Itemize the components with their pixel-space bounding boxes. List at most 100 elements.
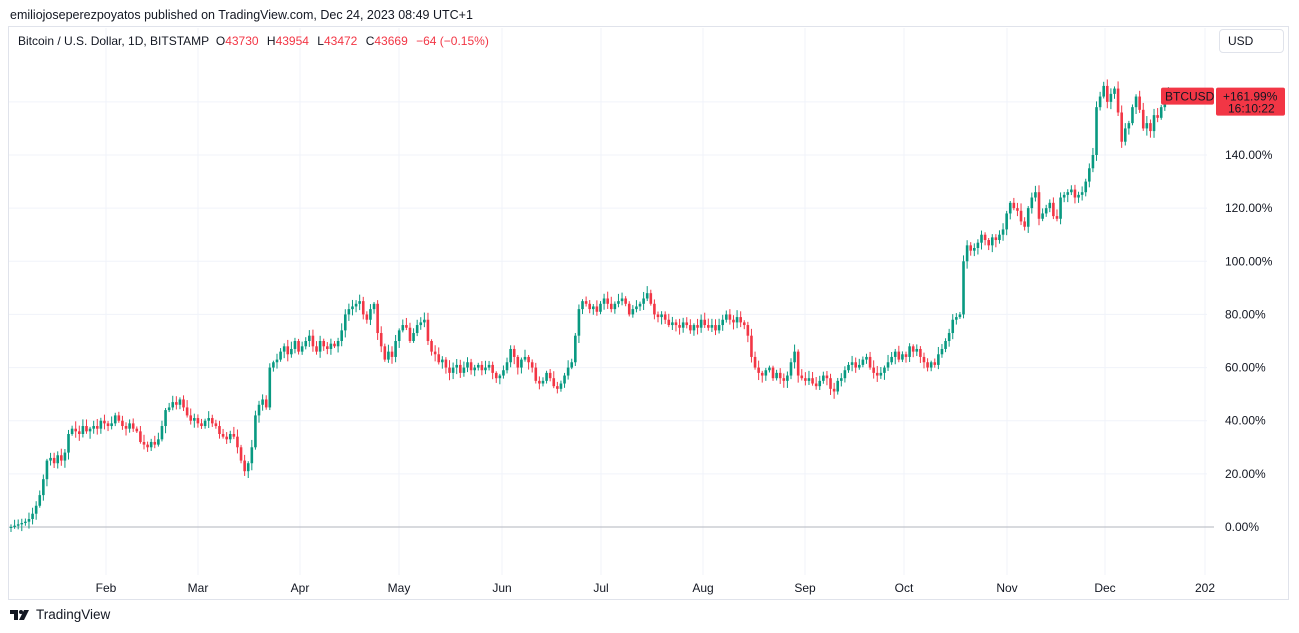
candle <box>520 357 523 374</box>
candle <box>110 416 113 430</box>
candle-body <box>387 351 390 360</box>
candle <box>469 358 473 375</box>
candle <box>915 344 919 357</box>
candle <box>527 354 530 370</box>
candle <box>1066 189 1070 203</box>
candle-body <box>99 420 103 429</box>
candle-body <box>210 418 214 424</box>
candle-body <box>724 314 728 320</box>
candle-body <box>638 303 642 307</box>
candle <box>732 315 735 330</box>
candle <box>714 319 717 336</box>
candle-body <box>796 351 800 376</box>
candle-body <box>139 431 142 442</box>
candle-body <box>85 426 88 432</box>
candle <box>430 339 433 356</box>
candle <box>189 408 193 425</box>
candle <box>38 490 42 508</box>
candle <box>832 382 836 399</box>
candle <box>811 372 814 386</box>
candle-body <box>433 351 437 355</box>
candle-body <box>225 436 228 440</box>
candle <box>459 359 462 378</box>
candle-body <box>466 362 469 368</box>
candle-body <box>207 418 210 421</box>
candle <box>681 317 685 333</box>
legend-symbol[interactable]: Bitcoin / U.S. Dollar, 1D, BITSTAMP <box>18 34 210 48</box>
candle-body <box>1120 112 1123 142</box>
candle-body <box>735 317 739 323</box>
candle-body <box>1066 192 1070 195</box>
candle-body <box>556 386 559 389</box>
candle-body <box>1098 96 1102 108</box>
candle <box>394 334 397 363</box>
candle <box>638 301 642 311</box>
candle <box>160 420 164 442</box>
candle-body <box>60 455 63 461</box>
candle <box>27 512 31 529</box>
candle <box>239 444 243 464</box>
candle <box>757 360 760 381</box>
candle-body <box>113 415 117 424</box>
price-tag-countdown: 16:10:22 <box>1228 102 1275 116</box>
candle-body <box>599 303 602 312</box>
candle-body <box>620 298 624 302</box>
candle <box>1062 191 1066 203</box>
candle <box>1098 91 1102 111</box>
candle <box>865 353 868 364</box>
candle <box>250 439 254 471</box>
candle-body <box>88 428 92 432</box>
candle-body <box>1102 85 1106 97</box>
candle-body <box>843 370 847 379</box>
candle-body <box>376 303 379 334</box>
candle <box>484 360 487 375</box>
candle <box>782 373 786 388</box>
candle <box>965 240 969 269</box>
candle-body <box>171 402 175 408</box>
candle-body <box>674 322 678 326</box>
candle-body <box>347 309 351 315</box>
candle <box>34 501 38 520</box>
candle <box>185 400 189 418</box>
candle-body <box>739 317 742 323</box>
candle-body <box>1131 107 1134 124</box>
candle-body <box>689 325 692 331</box>
candle <box>175 396 178 410</box>
candle <box>983 232 987 246</box>
candle-body <box>746 325 750 336</box>
candle <box>591 304 595 315</box>
candle-body <box>297 341 300 352</box>
candle <box>609 296 613 313</box>
candle-body <box>520 359 523 368</box>
candle <box>879 366 883 379</box>
candle-body <box>523 356 527 360</box>
candle-body <box>617 301 620 304</box>
candle-body <box>707 325 710 328</box>
candle-body <box>786 375 789 381</box>
candle-body <box>778 372 782 379</box>
candle <box>545 370 548 384</box>
candle-body <box>890 356 893 363</box>
candle-body <box>221 434 225 437</box>
currency-button[interactable]: USD <box>1219 29 1284 53</box>
candle <box>343 309 347 338</box>
candle-body <box>987 240 990 246</box>
footer-brand[interactable]: TradingView <box>36 607 111 622</box>
candle-body <box>840 378 843 381</box>
candle <box>433 345 437 362</box>
y-axis: 0.00% 20.00% 40.00% 60.00% 80.00% 100.00% 120.… <box>1225 148 1273 534</box>
candle <box>1088 163 1091 188</box>
candle-body <box>379 333 383 347</box>
candle-body <box>1008 202 1012 214</box>
candle-body <box>681 322 685 328</box>
candle <box>441 356 444 369</box>
candle <box>361 296 365 320</box>
candle-body <box>300 346 304 352</box>
candle <box>1073 184 1077 204</box>
candle <box>717 318 721 334</box>
candle <box>1030 192 1034 214</box>
chart-frame <box>8 26 1289 600</box>
candle <box>574 332 577 366</box>
candle-body <box>1055 216 1059 219</box>
